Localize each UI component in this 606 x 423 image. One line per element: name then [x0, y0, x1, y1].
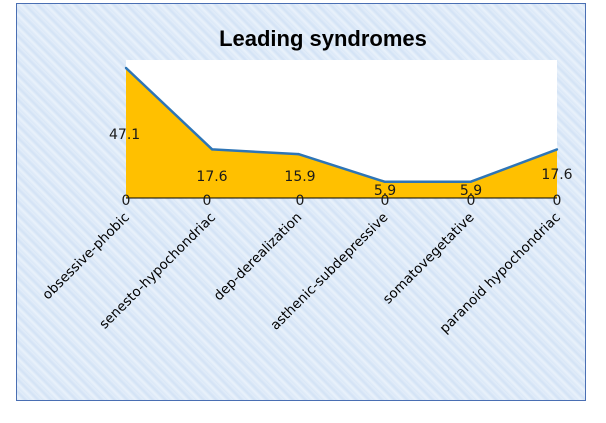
zero-label: 0 [467, 193, 476, 209]
data-point [124, 66, 128, 70]
zero-label: 0 [553, 193, 562, 209]
x-tick-label: dep-derealization [211, 210, 306, 305]
zero-label: 0 [203, 193, 212, 209]
data-label: 47.1 [109, 127, 140, 143]
data-label: 15.9 [284, 169, 315, 185]
data-point [383, 180, 386, 183]
data-label: 17.6 [196, 169, 227, 185]
data-label: 17.6 [541, 167, 572, 183]
chart-title: Leading syndromes [219, 26, 427, 51]
area-fill [126, 68, 557, 198]
zero-label: 0 [122, 193, 131, 209]
zero-labels: 0 0 0 0 0 0 [122, 193, 562, 209]
area-line [125, 67, 558, 183]
series-area [124, 66, 559, 199]
data-label: 5.9 [374, 183, 396, 199]
data-point [297, 152, 300, 156]
data-labels: 47.1 17.6 15.9 5.9 5.9 17.6 [109, 127, 573, 199]
zero-label: 0 [381, 193, 390, 209]
x-axis-ticks: obsessive-phobicsenesto-hypochondriacdep… [39, 210, 564, 337]
data-point [469, 180, 472, 183]
data-label: 5.9 [460, 183, 482, 199]
x-tick-label: obsessive-phobic [39, 210, 133, 304]
data-point [555, 148, 559, 151]
x-tick-label: somatovegetative [380, 210, 478, 308]
data-point [211, 148, 214, 151]
zero-label: 0 [296, 193, 305, 209]
